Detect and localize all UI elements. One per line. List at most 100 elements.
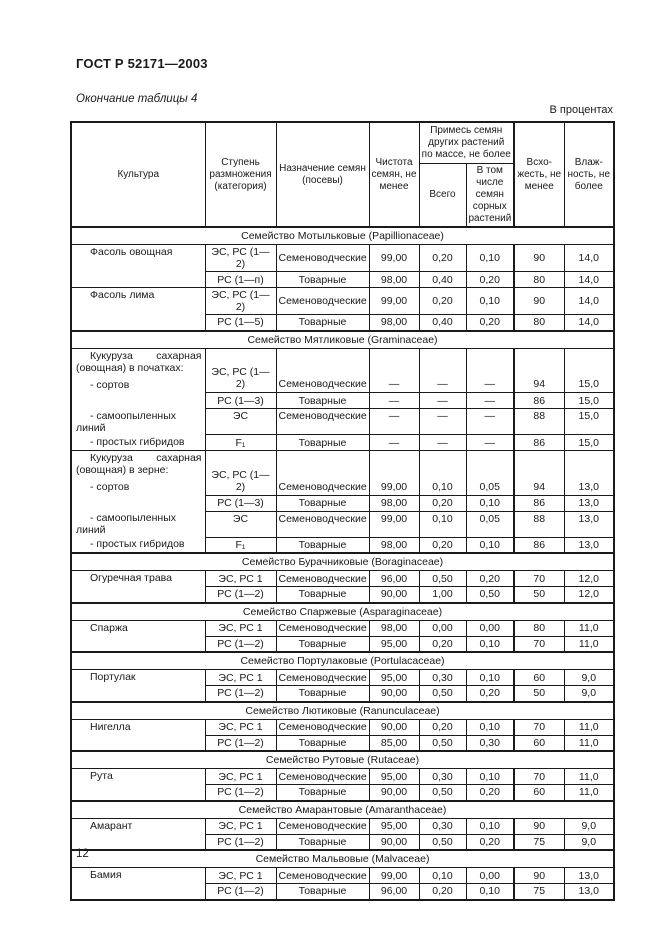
cell-moisture: 11,0 [563, 718, 615, 736]
cell-purity: — [368, 347, 420, 393]
cell-purpose: Семеноводческие [275, 244, 370, 272]
cell-culture: Амарант [70, 817, 206, 851]
cell-category: РС (1—2) [204, 685, 277, 702]
cell-category: ЭС, РС 1 [204, 669, 277, 686]
cell-moisture: 13,0 [563, 883, 615, 900]
cell-purpose: Семеноводческие [275, 817, 370, 835]
cell-moisture: 11,0 [563, 734, 615, 752]
cell-admixture-weed: 0,10 [465, 669, 515, 686]
cell-admixture-weed: 0,00 [465, 867, 515, 884]
culture-name: Амарант [90, 819, 133, 832]
cell-purpose: Товарные [275, 883, 370, 900]
cell-purity: 98,00 [368, 536, 420, 554]
cell-germination: 86 [513, 392, 565, 409]
cell-category: РС (1—п) [204, 271, 277, 288]
cell-purity: 95,00 [368, 768, 420, 785]
cell-purpose: Семеноводческие [275, 669, 370, 686]
cell-purity: 90,00 [368, 586, 420, 603]
cell-moisture: 13,0 [563, 494, 615, 512]
culture-list-item: - простых гибридов [90, 538, 185, 550]
cell-purpose: Семеноводческие [275, 347, 370, 393]
col-header-moisture: Влаж-ность, не более [563, 121, 615, 228]
cell-purity: 90,00 [368, 784, 420, 801]
cell-admixture-weed: — [465, 392, 515, 409]
cell-admixture-total: — [418, 347, 467, 393]
cell-culture: - простых гибридов [70, 434, 206, 451]
cell-admixture-total: 0,10 [418, 867, 467, 884]
cell-purity: — [368, 408, 420, 435]
cell-admixture-total: 0,50 [418, 784, 467, 801]
cell-purity: 98,00 [368, 494, 420, 512]
cell-admixture-total: — [418, 392, 467, 409]
cell-admixture-total: 0,50 [418, 570, 467, 587]
table-row: Кукуруза сахарная (овощная) в початках: -… [70, 347, 615, 393]
culture-list-item: - сортов [90, 378, 130, 391]
cell-purpose: Товарные [275, 314, 370, 331]
cell-purity: 95,00 [368, 635, 420, 653]
culture-name: Бамия [90, 869, 122, 881]
cell-category: ЭС, РС (1—2) [204, 450, 277, 496]
cell-admixture-total: 0,30 [418, 817, 467, 835]
cell-category: ЭС, РС 1 [204, 817, 277, 835]
cell-germination: 60 [513, 669, 565, 686]
cell-admixture-weed: 0,10 [465, 718, 515, 736]
cell-moisture: 13,0 [563, 450, 615, 496]
col-header-culture: Культура [70, 121, 206, 228]
cell-admixture-weed: — [465, 408, 515, 435]
cell-admixture-weed: 0,20 [465, 685, 515, 702]
cell-purity: — [368, 434, 420, 451]
cell-admixture-total: 0,00 [418, 619, 467, 637]
cell-purpose: Товарные [275, 635, 370, 653]
family-section-row: Семейство Амарантовые (Amaranthaceae) [70, 799, 615, 819]
cell-moisture: 14,0 [563, 314, 615, 331]
table-row: РС (1—п) Товарные 98,00 0,40 0,20 80 14,0 [71, 271, 615, 288]
cell-purity: 90,00 [368, 718, 420, 736]
cell-admixture-weed: 0,20 [465, 833, 515, 851]
cell-purpose: Семеноводческие [275, 450, 370, 496]
cell-germination: 80 [513, 619, 565, 637]
cell-admixture-weed: 0,10 [465, 883, 515, 900]
cell-moisture: 14,0 [563, 244, 615, 272]
culture-list-item: - самоопыленных линий [76, 512, 176, 536]
cell-germination: 86 [513, 434, 565, 451]
cell-purpose: Товарные [275, 434, 370, 451]
culture-list-item: - сортов [90, 481, 130, 493]
cell-purity: 85,00 [368, 734, 420, 752]
cell-category: ЭС, РС 1 [204, 570, 277, 587]
cell-moisture: 12,0 [563, 586, 615, 603]
cell-culture: Рута [70, 768, 206, 801]
doc-code: ГОСТ Р 52171—2003 [76, 56, 208, 71]
cell-culture: Фасоль овощная [70, 244, 206, 288]
family-header: Семейство Бурачниковые (Boraginaceae) [70, 552, 615, 571]
cell-admixture-weed: 0,10 [465, 817, 515, 835]
family-header: Семейство Мятликовые (Graminaceae) [70, 329, 615, 349]
cell-culture: - простых гибридов [70, 537, 206, 554]
cell-category: F₁ [204, 434, 277, 451]
cell-admixture-total: 0,20 [418, 883, 467, 900]
cell-purpose: Товарные [275, 833, 370, 851]
cell-purpose: Товарные [275, 271, 370, 288]
cell-germination: 80 [513, 314, 565, 331]
cell-culture [70, 392, 206, 409]
cell-culture: - самоопыленных линий [70, 408, 206, 435]
cell-category: ЭС [204, 510, 277, 538]
table-row: - простых гибридов F₁ Товарные 98,00 0,20 0,1… [70, 536, 615, 554]
cell-purity: 99,00 [368, 510, 420, 538]
family-header: Семейство Рутовые (Rutaceae) [70, 750, 615, 769]
cell-germination: 60 [513, 734, 565, 752]
cell-germination: 94 [513, 450, 565, 496]
cell-category: ЭС, РС 1 [204, 718, 277, 736]
cell-admixture-total: 0,50 [418, 833, 467, 851]
table-row: Огуречная трава ЭС, РС 1 Семеноводческие 96… [70, 570, 615, 603]
cell-germination: 90 [513, 867, 565, 884]
cell-admixture-total: 0,20 [418, 494, 467, 512]
table-row: Спаржа ЭС, РС 1 Семеноводческие 98,00 0,00 0,… [70, 619, 615, 653]
cell-purpose: Товарные [275, 734, 370, 752]
table-row: Фасоль лима ЭС, РС (1—2) Семеноводческие 99… [70, 287, 615, 331]
cell-germination: 90 [513, 817, 565, 835]
cell-germination: 60 [513, 784, 565, 801]
table-row: РС (1—2) Товарные 90,00 0,50 0,20 75 9,0 [71, 833, 615, 851]
cell-category: ЭС, РС 1 [204, 768, 277, 785]
cell-culture: - самоопыленных линий [70, 511, 206, 537]
cell-category: РС (1—3) [204, 494, 277, 512]
